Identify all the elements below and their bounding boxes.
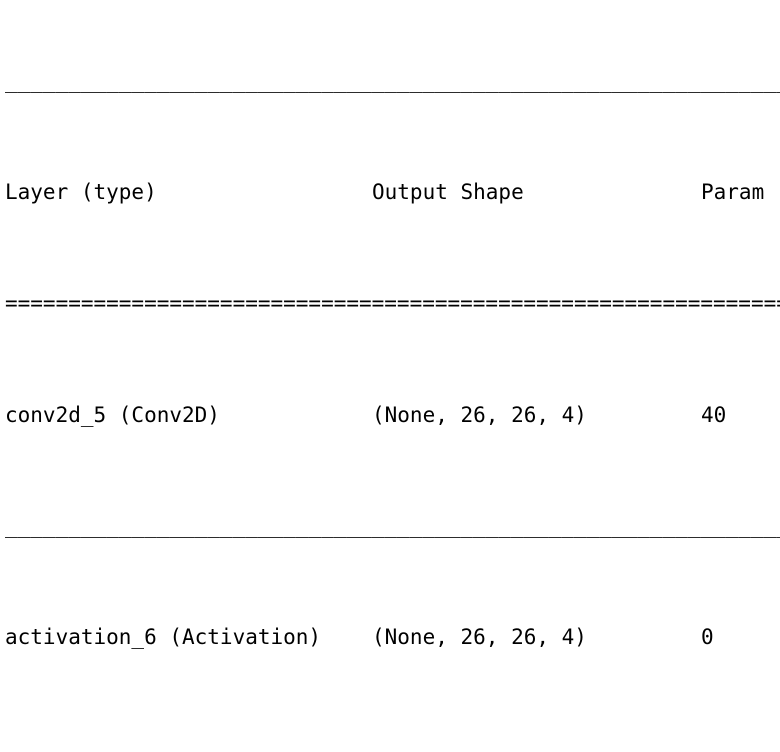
separator-line: ________________________________________…: [0, 736, 780, 752]
output-shape-cell: (None, 26, 26, 4): [372, 402, 587, 427]
header-param: Param: [701, 179, 765, 204]
separator-line: ________________________________________…: [0, 513, 780, 541]
param-count-cell: 0: [701, 625, 714, 650]
separator-line: ________________________________________…: [0, 68, 780, 96]
header-output-shape: Output Shape: [372, 179, 524, 204]
separator-text: ________________________________________…: [5, 68, 780, 93]
output-shape-cell: (None, 26, 26, 4): [372, 625, 587, 650]
separator-text: ========================================…: [5, 291, 780, 316]
double-separator-line: ========================================…: [0, 290, 780, 318]
table-row: conv2d_5 (Conv2D) (None, 26, 26, 4) 40: [0, 402, 780, 430]
header-layer-type: Layer (type): [5, 179, 157, 204]
layer-name-cell: conv2d_5 (Conv2D): [5, 402, 220, 427]
param-count-cell: 40: [701, 402, 727, 427]
separator-text: ________________________________________…: [5, 514, 780, 539]
table-header-row: Layer (type) Output Shape Param: [0, 179, 780, 207]
table-row: activation_6 (Activation) (None, 26, 26,…: [0, 624, 780, 652]
layer-name-cell: activation_6 (Activation): [5, 625, 322, 650]
separator-text: ________________________________________…: [5, 736, 780, 752]
